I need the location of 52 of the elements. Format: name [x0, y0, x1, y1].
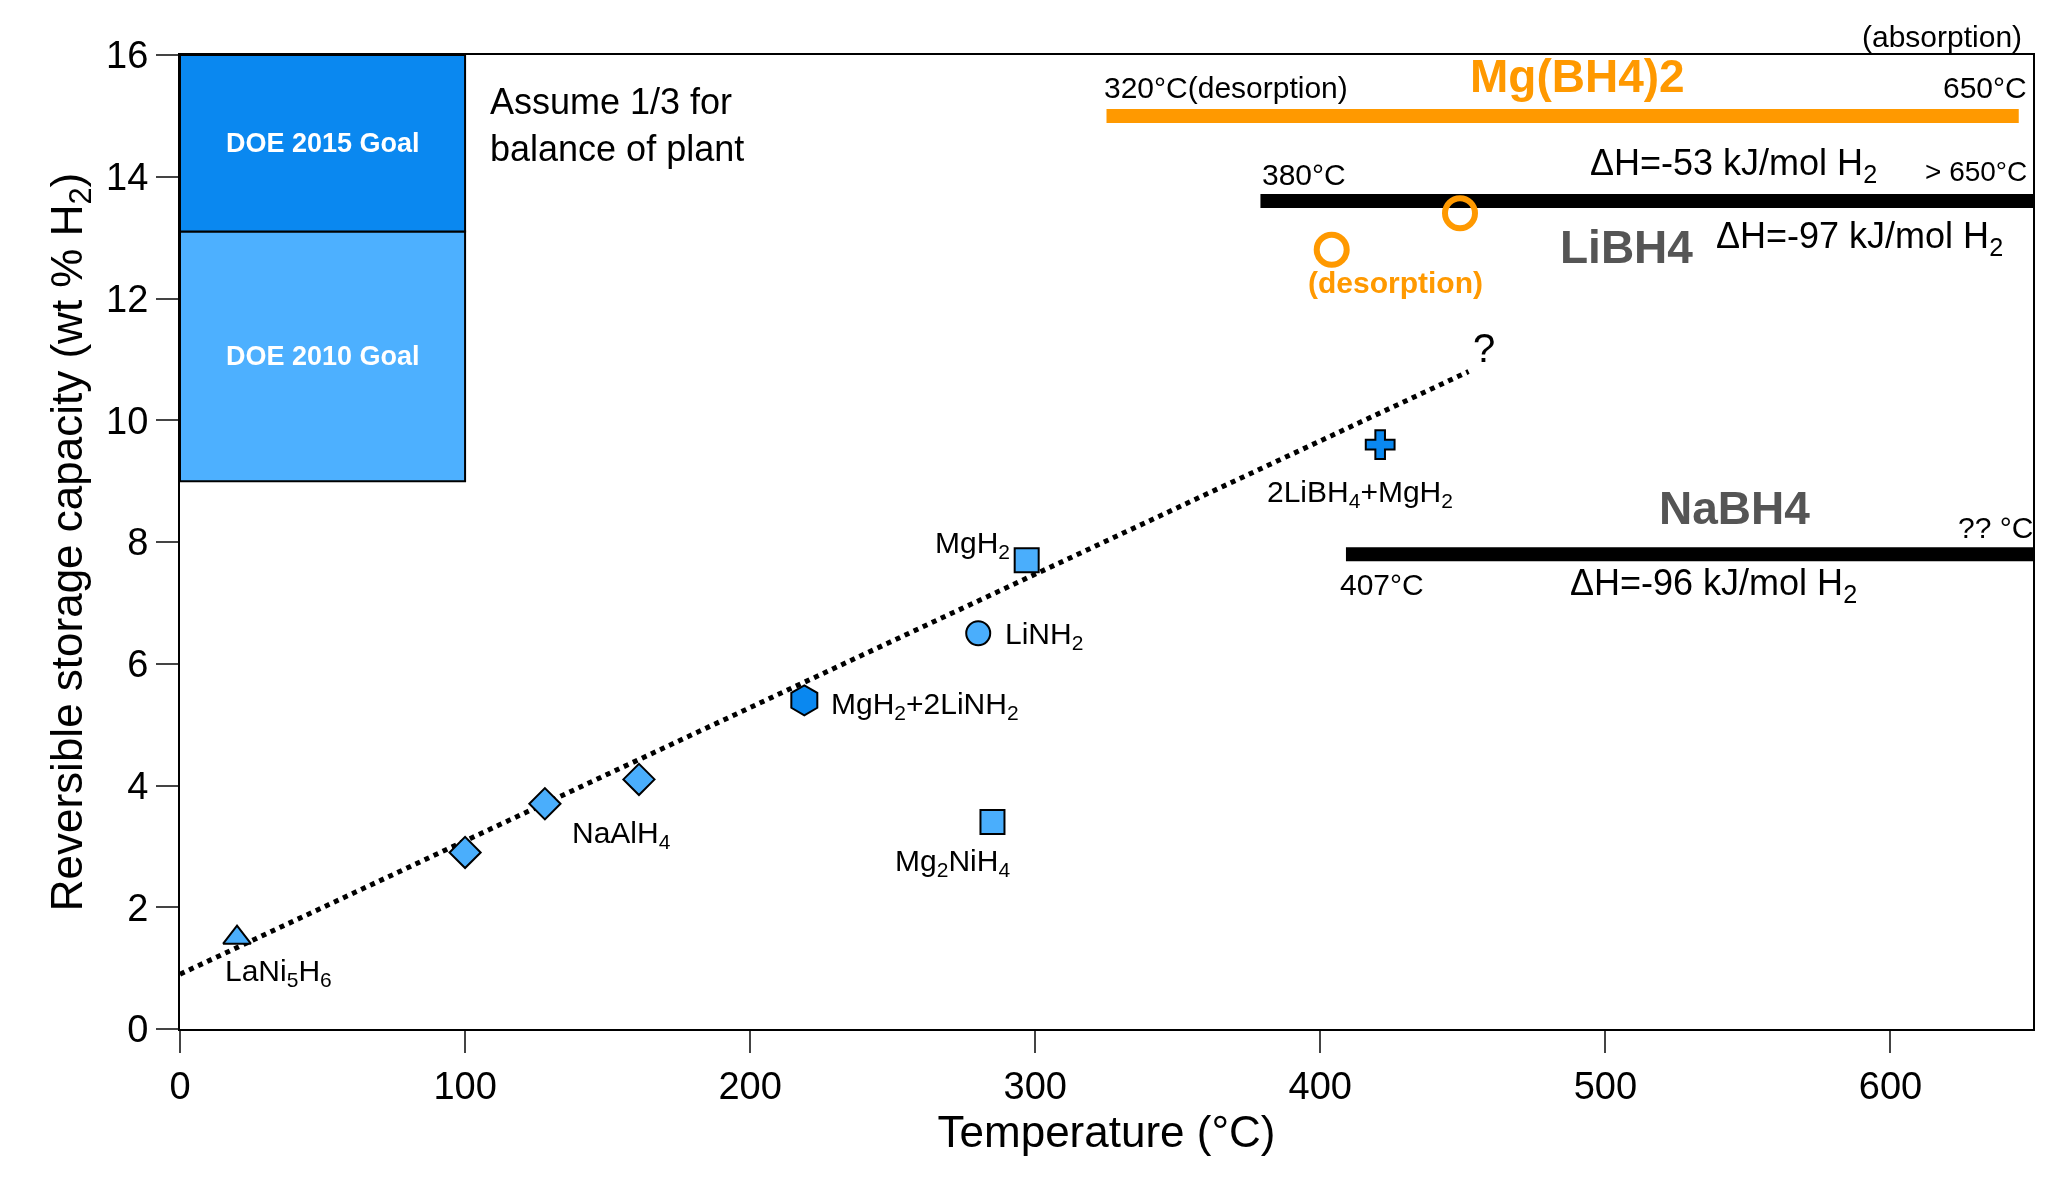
- y-tick-label: 0: [127, 1008, 149, 1051]
- y-tick-label: 12: [106, 277, 149, 320]
- point: [528, 787, 562, 821]
- annotation: ?? °C: [1958, 511, 2034, 544]
- x-tick-label: 300: [1003, 1064, 1067, 1107]
- annotation: 380°C: [1262, 158, 1346, 191]
- point: [1442, 195, 1478, 232]
- x-axis-title: Temperature (°C): [937, 1106, 1276, 1156]
- annotation: Assume 1/3 for balance of plant: [490, 81, 745, 169]
- series-label: NaBH4: [1659, 482, 1811, 534]
- annotation: ΔH=-97 kJ/mol H$_{2}$: [1716, 215, 2004, 261]
- x-tick-label: 500: [1573, 1064, 1638, 1107]
- annotation: > 650°C: [1925, 156, 2028, 187]
- point: [790, 684, 819, 717]
- series-label: NaAlH$_{4}$: [572, 816, 671, 854]
- series-label: Mg$_{2}$NiH$_{4}$: [895, 844, 1011, 882]
- series-label: DOE 2015 Goal: [226, 128, 420, 158]
- point: [1364, 429, 1396, 460]
- x-tick-label: 0: [169, 1064, 191, 1107]
- y-tick-label: 4: [127, 764, 149, 807]
- point: [979, 809, 1006, 836]
- y-tick-label: 2: [127, 886, 149, 929]
- point: [1313, 231, 1350, 268]
- series-label: Mg(BH4)2: [1470, 50, 1685, 102]
- annotation: ΔH=-53 kJ/mol H$_{2}$: [1590, 142, 1878, 188]
- series-label: MgH$_{2}$: [935, 526, 1011, 564]
- x-tick-label: 400: [1288, 1064, 1353, 1107]
- annotation: 407°C: [1340, 568, 1424, 601]
- series-label: LiBH4: [1560, 221, 1694, 273]
- y-tick-label: 8: [127, 521, 149, 564]
- y-tick-label: 14: [106, 156, 149, 199]
- point: [448, 835, 482, 870]
- annotation: ?: [1473, 326, 1496, 370]
- x-tick-label: 600: [1858, 1064, 1923, 1107]
- point: [1013, 547, 1040, 574]
- point: [622, 762, 656, 797]
- annotation: 650°C: [1943, 71, 2027, 104]
- series-label: MgH$_{2}$+2LiNH$_{2}$: [831, 687, 1019, 725]
- y-tick-label: 6: [127, 643, 149, 686]
- series-label: DOE 2010 Goal: [226, 341, 420, 371]
- series-label: (desorption): [1308, 266, 1483, 299]
- annotation: ΔH=-96 kJ/mol H$_{2}$: [1570, 562, 1858, 608]
- point: [965, 620, 992, 647]
- series-label: LiNH$_{2}$: [1005, 617, 1084, 655]
- series-label: 2LiBH$_{4}$+MgH$_{2}$: [1267, 475, 1453, 513]
- y-tick-label: 10: [106, 399, 149, 442]
- series-label: LaNi$_{5}$H$_{6}$: [225, 954, 332, 992]
- text: (absorption): [1862, 20, 2023, 53]
- x-tick-label: 100: [433, 1064, 497, 1107]
- y-tick-label: 16: [106, 34, 149, 77]
- x-tick-label: 200: [718, 1064, 782, 1107]
- annotation: 320°C(desorption): [1104, 71, 1348, 104]
